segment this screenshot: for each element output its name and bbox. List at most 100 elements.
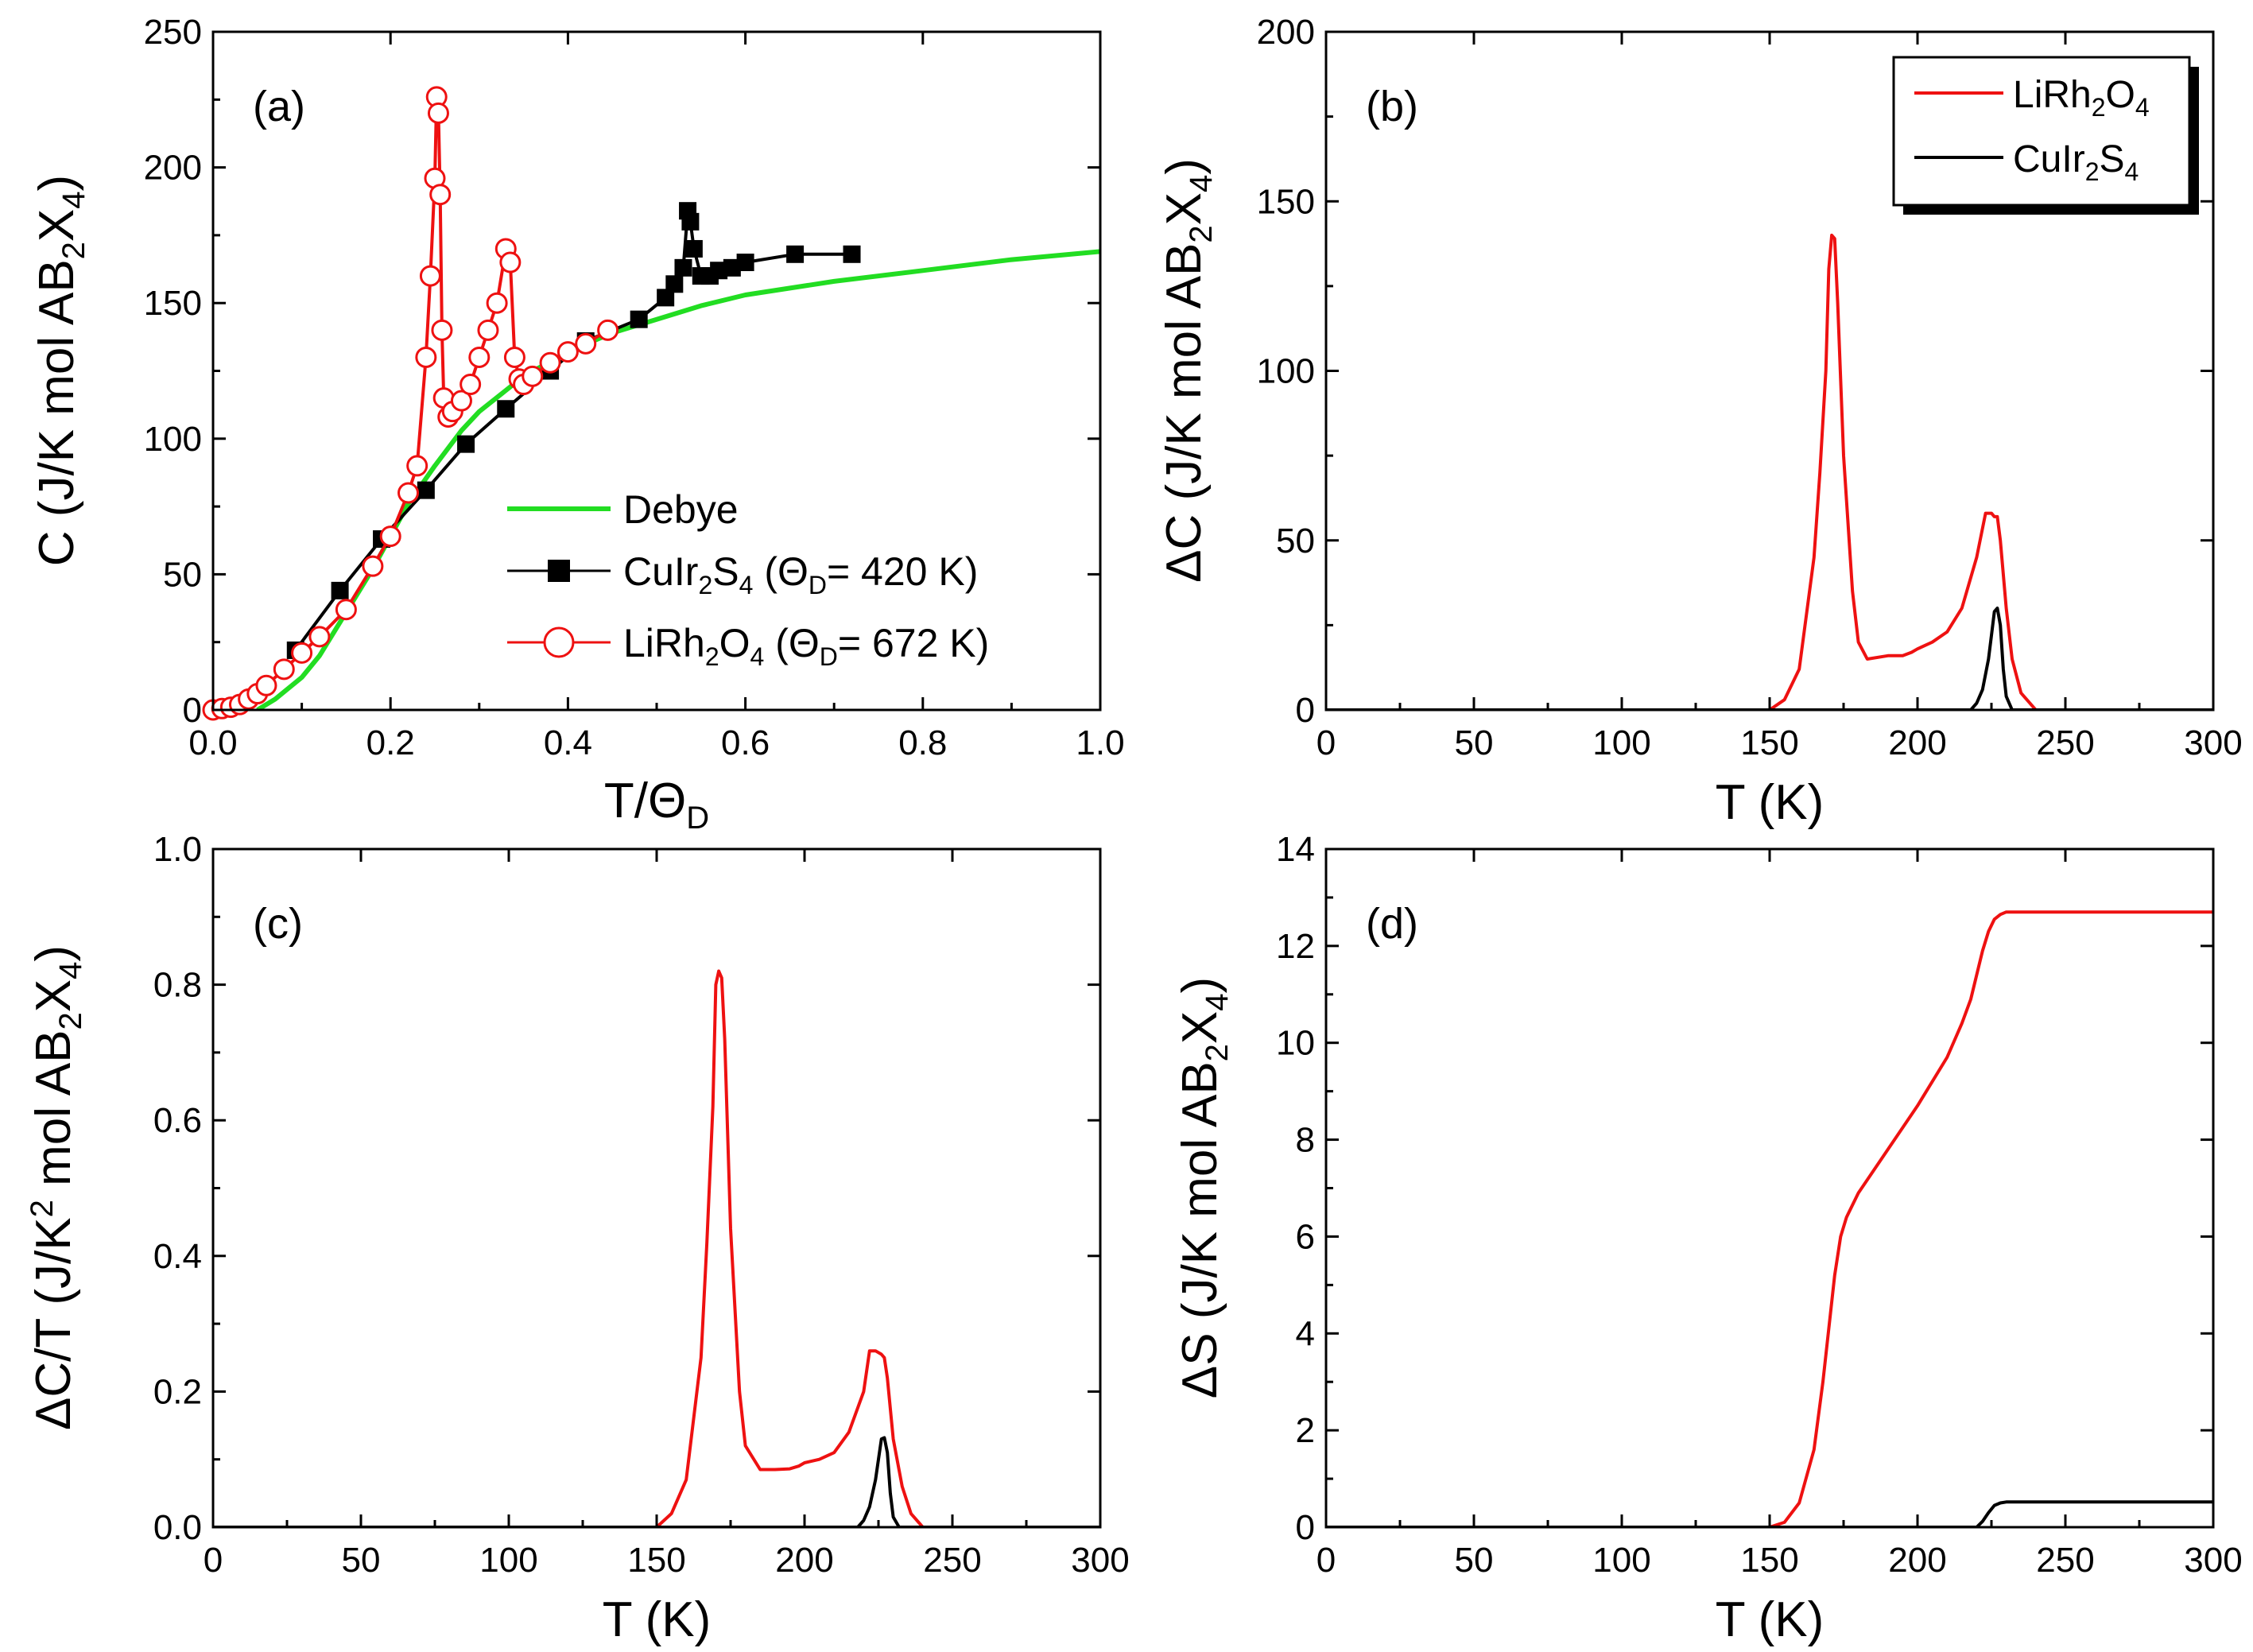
panel-c-series [213, 969, 1100, 1527]
data-point-lirh2o4 [397, 482, 420, 504]
y-tick-label: 12 [1276, 927, 1315, 966]
x-tick-label: 50 [1455, 723, 1494, 762]
data-point-cuir2s4 [843, 245, 861, 263]
legend-cuir2s4-label: CuIr2S4 (ΘD= 420 K) [623, 549, 978, 599]
data-point-lirh2o4 [415, 346, 437, 368]
legend-box [1892, 56, 2191, 207]
x-tick-label: 100 [1592, 1541, 1650, 1580]
data-point-lirh2o4 [503, 346, 525, 368]
y-tick-label: 100 [1257, 352, 1315, 391]
y-tick-label: 8 [1296, 1121, 1315, 1160]
legend-debye-label: Debye [623, 487, 739, 532]
panel-c: 0 50 100 150 200 250 300 0.0 0.2 0.4 0.6 0.8 1.0 (c)… [25, 830, 1130, 1647]
y-tick-label: 0 [1296, 1508, 1315, 1547]
panel-a-ticks: 0.0 0.2 0.4 0.6 0.8 1.0 0 50 100 150 200 250 [144, 13, 1125, 762]
data-point-cuir2s4 [684, 239, 703, 258]
data-point-lirh2o4 [431, 319, 453, 341]
panel-a-label: (a) [253, 83, 305, 130]
x-tick-label: 300 [1071, 1541, 1129, 1580]
data-point-lirh2o4 [362, 555, 384, 577]
y-tick-label: 0.2 [153, 1372, 202, 1411]
legend-lirh2o4-label: LiRh2O4 (ΘD= 672 K) [623, 621, 989, 671]
data-point-cuir2s4 [665, 275, 684, 293]
x-tick-label: 100 [479, 1541, 537, 1580]
panel-a-ylabel: C (J/K mol AB2X4) [29, 175, 91, 566]
y-tick-label: 0.6 [153, 1101, 202, 1140]
panel-b-label: (b) [1366, 83, 1418, 130]
x-tick-label: 300 [2184, 1541, 2242, 1580]
y-tick-label: 0 [1296, 691, 1315, 730]
panel-d-xlabel: T (K) [1716, 1592, 1825, 1647]
x-tick-label: 1.0 [1076, 723, 1124, 762]
data-point-lirh2o4 [255, 674, 277, 696]
data-point-lirh2o4 [575, 332, 597, 355]
x-tick-label: 250 [2036, 1541, 2094, 1580]
x-tick-label: 0.6 [721, 723, 770, 762]
panel-d-ticks: 0 50 100 150 200 250 300 0 2 4 6 8 10 12 14 [1276, 830, 2243, 1580]
panel-d-ylabel: ΔS (J/K mol AB2X4) [1173, 977, 1235, 1398]
series-line-lirh2o4 [1326, 910, 2213, 1527]
x-tick-label: 300 [2184, 723, 2242, 762]
data-point-cuir2s4 [710, 262, 728, 280]
data-point-lirh2o4 [429, 184, 452, 206]
data-point-lirh2o4 [460, 374, 482, 396]
panel-b-ylabel: ΔC (J/K mol AB2X4) [1157, 158, 1219, 583]
y-tick-label: 14 [1276, 830, 1315, 869]
x-tick-label: 150 [627, 1541, 685, 1580]
data-point-cuir2s4 [630, 310, 648, 328]
data-point-lirh2o4 [499, 251, 522, 273]
x-tick-label: 250 [923, 1541, 981, 1580]
data-point-lirh2o4 [468, 346, 491, 368]
y-tick-label: 2 [1296, 1411, 1315, 1450]
panel-b: 0 50 100 150 200 250 300 0 50 100 150 200 (b) T (K)… [1157, 13, 2243, 830]
y-tick-label: 200 [1257, 13, 1315, 52]
x-tick-label: 0.0 [188, 723, 237, 762]
data-point-cuir2s4 [457, 435, 475, 453]
y-tick-label: 50 [163, 555, 202, 594]
data-point-lirh2o4 [379, 525, 401, 548]
y-tick-label: 10 [1276, 1024, 1315, 1063]
x-tick-label: 150 [1740, 723, 1798, 762]
data-point-lirh2o4 [406, 455, 428, 477]
legend-cuir2s4-marker [548, 560, 570, 582]
series-line-cuir2s4 [1326, 607, 2213, 710]
series-line-lirh2o4 [213, 969, 1100, 1527]
y-tick-label: 150 [1257, 182, 1315, 221]
y-tick-label: 100 [144, 420, 202, 459]
panel-a-legend: Debye CuIr2S4 (ΘD= 420 K) LiRh2O4 (ΘD= 6… [507, 487, 989, 671]
x-tick-label: 50 [342, 1541, 381, 1580]
y-tick-label: 150 [144, 284, 202, 323]
data-point-lirh2o4 [522, 365, 544, 387]
legend-lirh2o4-label: LiRh2O4 [2013, 74, 2150, 122]
data-point-cuir2s4 [657, 289, 675, 307]
series-line-cuir2s4 [1326, 1500, 2213, 1527]
series-line-lirh2o4 [1326, 233, 2213, 710]
panel-c-xlabel: T (K) [603, 1592, 712, 1647]
x-tick-label: 0 [1317, 1541, 1336, 1580]
panel-b-legend: LiRh2O4 CuIr2S4 [1892, 56, 2199, 215]
data-point-lirh2o4 [477, 319, 499, 341]
y-tick-label: 1.0 [153, 830, 202, 869]
data-point-cuir2s4 [417, 481, 435, 499]
panel-c-frame [211, 847, 1102, 1529]
data-point-lirh2o4 [419, 265, 441, 287]
panel-d-series [1326, 910, 2213, 1527]
data-point-lirh2o4 [308, 626, 331, 648]
panel-b-xlabel: T (K) [1716, 775, 1825, 830]
data-point-cuir2s4 [674, 258, 692, 277]
y-tick-label: 0.8 [153, 966, 202, 1005]
series-line-lirh2o4 [213, 95, 609, 710]
data-point-lirh2o4 [291, 642, 313, 664]
panel-c-label: (c) [253, 900, 303, 948]
data-point-lirh2o4 [486, 292, 508, 314]
x-tick-label: 250 [2036, 723, 2094, 762]
x-tick-label: 150 [1740, 1541, 1798, 1580]
legend-lirh2o4-marker [543, 626, 575, 658]
panel-d-label: (d) [1366, 900, 1418, 948]
legend-cuir2s4-label: CuIr2S4 [2013, 138, 2139, 186]
x-tick-label: 50 [1455, 1541, 1494, 1580]
data-point-cuir2s4 [331, 581, 349, 599]
x-tick-label: 200 [1888, 1541, 1946, 1580]
